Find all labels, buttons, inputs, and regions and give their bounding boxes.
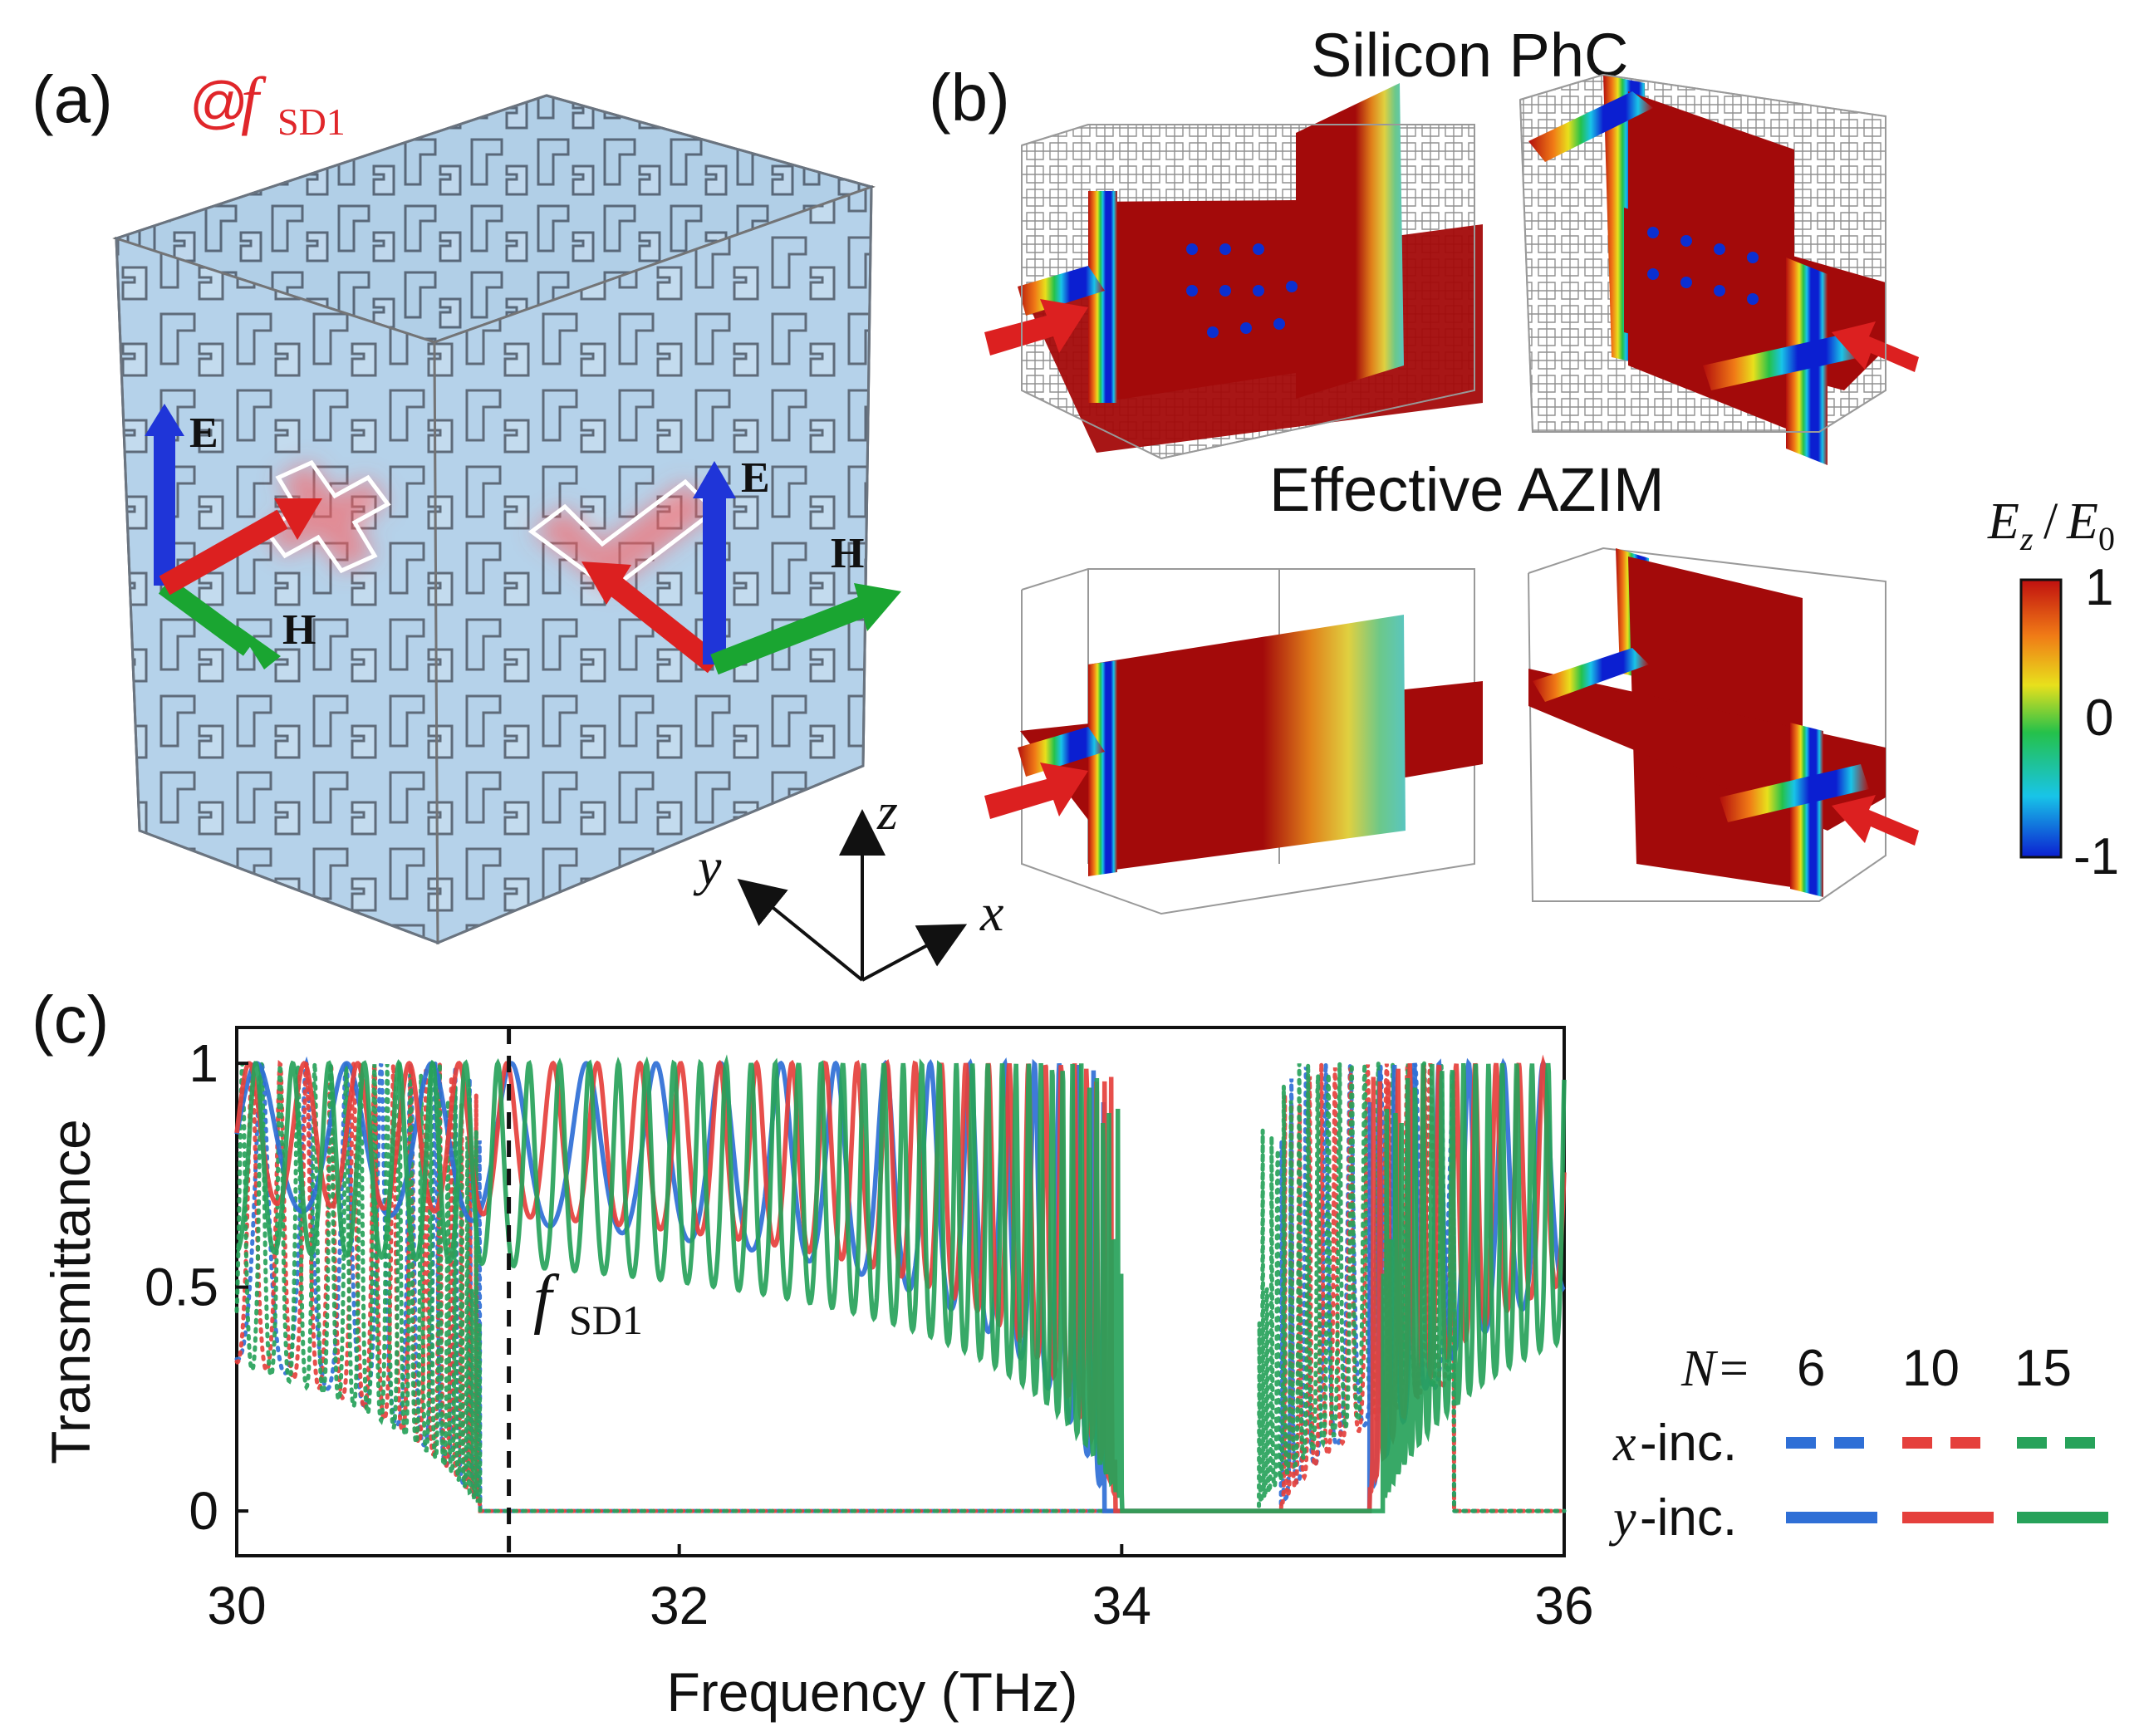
colorbar-sub0: 0 (2098, 520, 2115, 557)
freq-tag-sub: SD1 (277, 101, 346, 143)
x-tick-label: 34 (1092, 1576, 1151, 1635)
field-map-azim-x (984, 568, 1483, 915)
left-k-arrow (159, 509, 288, 596)
field-map-phc-y (1518, 73, 1919, 465)
y-tick-label: 0.5 (145, 1258, 218, 1317)
row2-title: Effective AZIM (1269, 455, 1665, 524)
right-e-label: E (741, 454, 770, 502)
legend-x-suffix: -inc. (1640, 1415, 1737, 1472)
colorbar-e0: E (2066, 493, 2098, 550)
legend-n-15: 15 (2014, 1340, 2072, 1397)
field-map-phc-x (984, 83, 1483, 460)
cross-glow (265, 463, 388, 571)
right-incidence: E H (527, 454, 901, 675)
right-e-arrowhead (693, 461, 736, 498)
freq-tag-a: @ f SD1 (189, 64, 346, 143)
legend-y-var: y (1608, 1490, 1636, 1547)
lattice-cube (112, 94, 876, 945)
colorbar-z: z (2019, 520, 2034, 557)
colorbar-tick-mid: 0 (2085, 689, 2113, 747)
right-k-arrow (607, 576, 722, 674)
triad-x-axis (861, 924, 968, 982)
series-line (235, 1054, 1567, 1513)
left-h-label: H (282, 606, 316, 654)
legend-y-suffix: -inc. (1640, 1489, 1737, 1547)
colorbar-gradient (2019, 578, 2063, 859)
left-k-arrowhead (274, 498, 322, 540)
panel-b: (b) Silicon PhC Effective AZIM (929, 21, 2119, 915)
freq-tag-at: @ (189, 70, 248, 135)
legend-n-6: 6 (1797, 1340, 1825, 1397)
tick-layer: 30 32 34 36 0 0.5 1 (145, 1033, 1594, 1635)
triad-y-label: y (693, 837, 722, 896)
panel-c-label: (c) (32, 983, 109, 1057)
panel-b-label: (b) (929, 61, 1010, 135)
panel-a: (a) @ f SD1 E H (32, 62, 901, 945)
left-h-arrowhead (236, 625, 281, 669)
fsd1-sub: SD1 (569, 1297, 643, 1343)
legend: N = 6 10 15 x -inc. y -inc. (1608, 1340, 2108, 1547)
y-tick-label: 0 (189, 1481, 218, 1541)
series-layer (234, 1054, 1567, 1513)
x-tick-label: 36 (1534, 1576, 1593, 1635)
field-map-azim-y (1528, 547, 1919, 902)
x-axis-label: Frequency (THz) (666, 1661, 1077, 1723)
panel-a-label: (a) (32, 62, 113, 136)
axes-triad: z y x (693, 782, 1003, 982)
right-k-arrowhead (581, 562, 631, 605)
legend-x-var: x (1612, 1415, 1636, 1472)
series-line (234, 1060, 1567, 1513)
legend-n-10: 10 (1902, 1340, 1960, 1397)
right-h-label: H (831, 530, 864, 577)
triad-x-label: x (979, 883, 1003, 942)
x-tick-label: 30 (207, 1576, 266, 1635)
x-tick-label: 32 (650, 1576, 709, 1635)
fsd1-annotation: f SD1 (533, 1263, 643, 1343)
transmittance-chart: 30 32 34 36 0 0.5 1 f SD1 Frequency (THz) Tran… (40, 1026, 1594, 1723)
left-e-label: E (189, 409, 218, 457)
triad-z-label: z (876, 782, 898, 841)
right-h-arrowhead (854, 583, 901, 631)
fsd1-f: f (533, 1263, 560, 1336)
freq-tag-f: f (241, 64, 267, 136)
colorbar: E z / E 0 1 0 -1 (1987, 493, 2119, 885)
colorbar-e: E (1987, 493, 2019, 550)
panel-c: (c) 30 32 34 36 0 0.5 1 f SD1 Frequency (THz) … (32, 983, 2108, 1723)
y-axis-label: Transmittance (40, 1119, 101, 1464)
left-h-arrow (158, 577, 256, 656)
right-h-arrow (710, 596, 868, 675)
y-tick-label: 1 (189, 1033, 218, 1093)
cube-glass-overlay (115, 94, 873, 944)
triad-y-axis (737, 878, 864, 982)
legend-n-eq: = (1720, 1341, 1749, 1397)
row1-title: Silicon PhC (1311, 21, 1629, 90)
left-incidence: E H (145, 404, 391, 669)
colorbar-tick-bot: -1 (2073, 828, 2119, 885)
legend-n-var: N (1680, 1341, 1719, 1397)
left-e-arrowhead (145, 404, 184, 436)
colorbar-slash: / (2043, 493, 2058, 550)
colorbar-title: E z / E 0 (1987, 493, 2115, 557)
colorbar-tick-top: 1 (2085, 559, 2113, 616)
